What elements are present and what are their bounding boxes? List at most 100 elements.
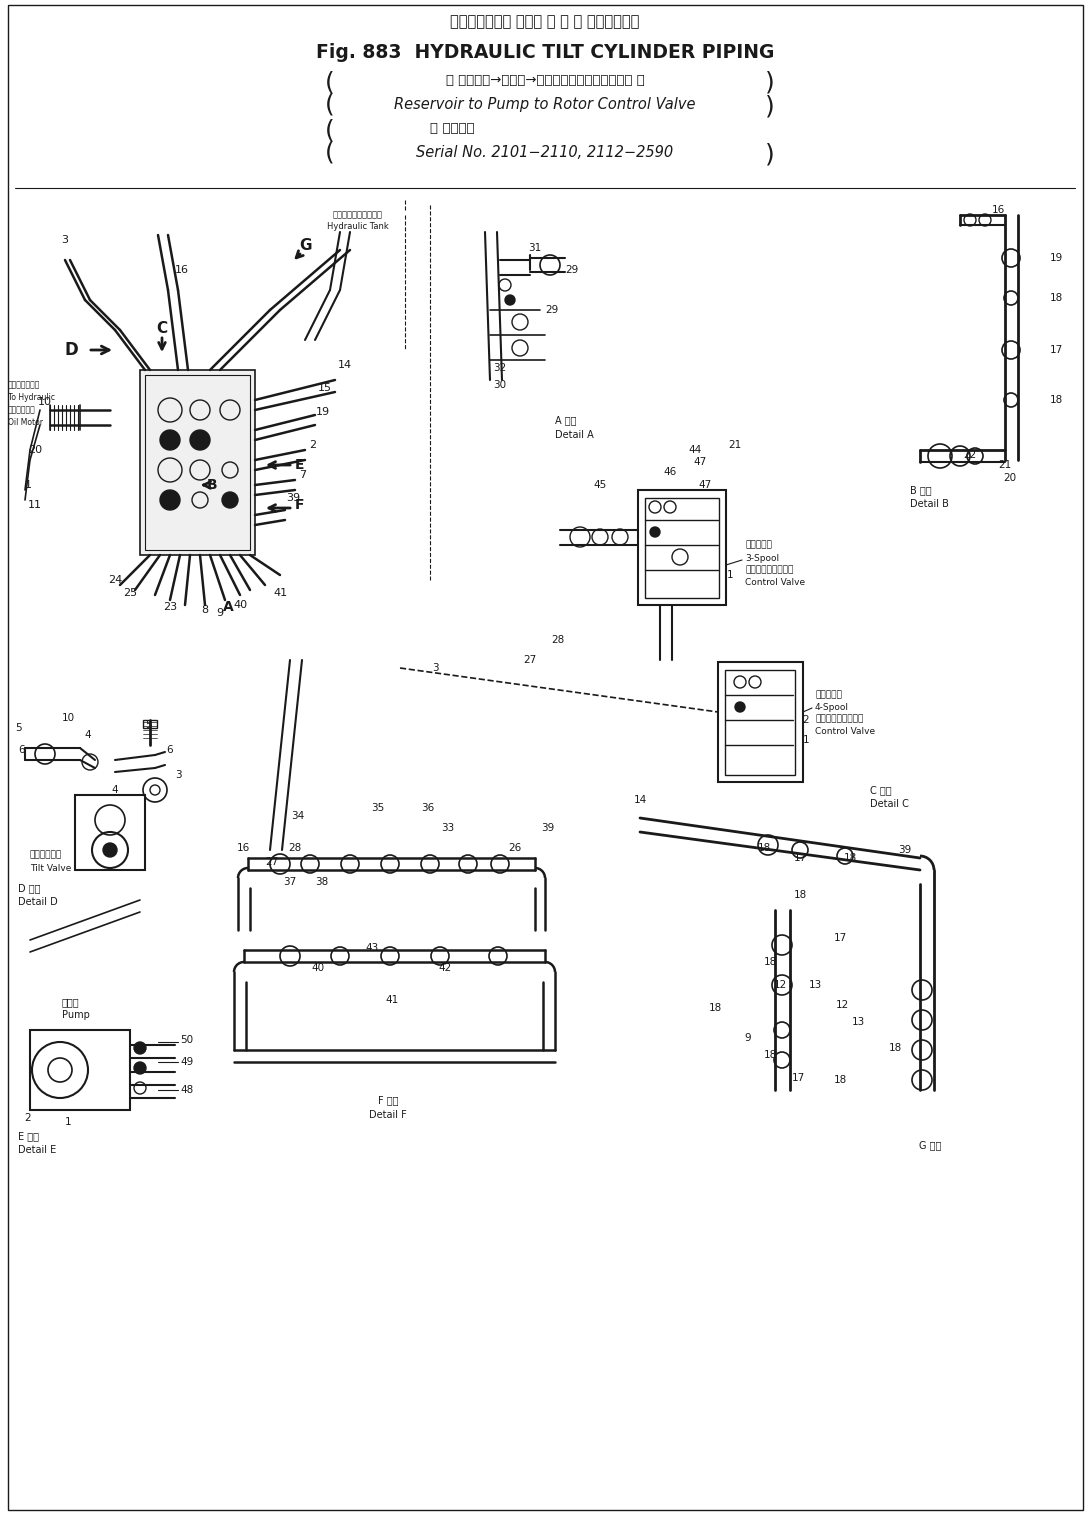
Text: F: F bbox=[295, 498, 305, 513]
Text: B 詳細: B 詳細 bbox=[910, 485, 932, 495]
Text: 16: 16 bbox=[237, 843, 250, 853]
Text: ３スプール: ３スプール bbox=[744, 540, 772, 549]
Text: ハイドロリック チルト シ リ ン ダパイピング: ハイドロリック チルト シ リ ン ダパイピング bbox=[450, 15, 640, 29]
Text: 9: 9 bbox=[217, 608, 223, 617]
Text: 10: 10 bbox=[38, 397, 52, 407]
Text: 18: 18 bbox=[1050, 293, 1063, 303]
Text: ハイドロリックタンク: ハイドロリックタンク bbox=[334, 211, 383, 220]
Text: 18: 18 bbox=[834, 1076, 847, 1085]
Text: A 詳細: A 詳細 bbox=[555, 416, 577, 425]
Text: 13: 13 bbox=[851, 1016, 864, 1027]
Bar bbox=[645, 498, 719, 598]
Text: ポンプ: ポンプ bbox=[62, 997, 80, 1007]
Text: 12: 12 bbox=[774, 980, 787, 991]
Text: オイルモータ: オイルモータ bbox=[8, 405, 36, 414]
Text: 20: 20 bbox=[1004, 473, 1017, 482]
Text: Hydraulic Tank: Hydraulic Tank bbox=[327, 221, 389, 231]
Text: 18: 18 bbox=[844, 853, 857, 863]
Text: 6: 6 bbox=[19, 745, 25, 755]
Text: Oil Motor: Oil Motor bbox=[8, 417, 43, 426]
Text: Detail E: Detail E bbox=[19, 1145, 57, 1154]
Text: G: G bbox=[299, 238, 312, 252]
Circle shape bbox=[505, 294, 514, 305]
Text: 28: 28 bbox=[552, 636, 565, 645]
Text: 44: 44 bbox=[689, 444, 702, 455]
Text: C: C bbox=[157, 320, 168, 335]
Text: 29: 29 bbox=[545, 305, 558, 316]
Bar bbox=[145, 375, 250, 551]
Text: 17: 17 bbox=[791, 1073, 804, 1083]
Text: 17: 17 bbox=[834, 933, 847, 944]
Text: Detail B: Detail B bbox=[910, 499, 949, 510]
Text: 13: 13 bbox=[809, 980, 822, 991]
Text: 2: 2 bbox=[25, 1113, 32, 1123]
Text: 16: 16 bbox=[175, 265, 189, 275]
Text: 16: 16 bbox=[992, 205, 1005, 215]
Text: 38: 38 bbox=[315, 877, 328, 887]
Text: Pump: Pump bbox=[62, 1010, 89, 1019]
Circle shape bbox=[134, 1042, 146, 1054]
Text: 11: 11 bbox=[28, 501, 43, 510]
Text: 47: 47 bbox=[693, 457, 706, 467]
Text: チルトバルブ: チルトバルブ bbox=[31, 851, 62, 860]
Text: 18: 18 bbox=[794, 890, 807, 900]
Text: Detail C: Detail C bbox=[870, 799, 909, 809]
Text: D: D bbox=[64, 341, 78, 360]
Text: 3-Spool: 3-Spool bbox=[744, 554, 779, 563]
Text: 4-Spool: 4-Spool bbox=[815, 702, 849, 711]
Text: 10: 10 bbox=[61, 713, 74, 724]
Text: 41: 41 bbox=[386, 995, 399, 1004]
Text: 49: 49 bbox=[180, 1057, 193, 1066]
Text: ): ) bbox=[765, 94, 775, 118]
Text: To Hydraulic: To Hydraulic bbox=[8, 393, 55, 402]
Text: 34: 34 bbox=[291, 812, 304, 821]
Text: 40: 40 bbox=[312, 963, 325, 972]
Text: 40: 40 bbox=[233, 601, 247, 610]
Text: 31: 31 bbox=[529, 243, 542, 253]
Bar bbox=[638, 490, 726, 605]
Text: 15: 15 bbox=[318, 382, 332, 393]
Text: 18: 18 bbox=[763, 1050, 776, 1060]
Text: 21: 21 bbox=[728, 440, 741, 451]
Text: F 詳細: F 詳細 bbox=[378, 1095, 398, 1104]
Circle shape bbox=[190, 429, 210, 451]
Text: 3: 3 bbox=[174, 771, 181, 780]
Text: 17: 17 bbox=[1050, 344, 1063, 355]
Text: 47: 47 bbox=[699, 479, 712, 490]
Text: 6: 6 bbox=[167, 745, 173, 755]
Text: A: A bbox=[222, 601, 233, 614]
Text: 39: 39 bbox=[898, 845, 911, 856]
Text: (: ( bbox=[325, 140, 335, 164]
Text: 27: 27 bbox=[265, 857, 279, 868]
Text: 32: 32 bbox=[494, 363, 507, 373]
Text: 25: 25 bbox=[123, 589, 137, 598]
Text: ４スプール: ４スプール bbox=[815, 690, 841, 699]
Circle shape bbox=[650, 526, 661, 537]
Bar bbox=[718, 661, 803, 781]
Text: 46: 46 bbox=[664, 467, 677, 476]
Text: 27: 27 bbox=[523, 655, 536, 664]
Text: 29: 29 bbox=[565, 265, 579, 275]
Text: 18: 18 bbox=[763, 957, 776, 966]
Text: 19: 19 bbox=[1050, 253, 1063, 262]
Text: ハイドロリック: ハイドロリック bbox=[8, 381, 40, 390]
Text: 9: 9 bbox=[744, 1033, 751, 1044]
Text: 24: 24 bbox=[108, 575, 122, 586]
Text: 12: 12 bbox=[835, 1000, 849, 1010]
Text: D 詳細: D 詳細 bbox=[19, 883, 40, 894]
Text: 48: 48 bbox=[180, 1085, 193, 1095]
Text: 2: 2 bbox=[802, 715, 809, 725]
Text: 4: 4 bbox=[111, 784, 119, 795]
Text: Detail D: Detail D bbox=[19, 897, 58, 907]
Circle shape bbox=[160, 490, 180, 510]
Text: 41: 41 bbox=[272, 589, 287, 598]
Bar bbox=[725, 671, 795, 775]
Text: 43: 43 bbox=[365, 944, 378, 953]
Text: 39: 39 bbox=[286, 493, 300, 504]
Text: 3: 3 bbox=[61, 235, 69, 246]
Text: 22: 22 bbox=[964, 451, 977, 460]
Text: 18: 18 bbox=[888, 1044, 901, 1053]
Circle shape bbox=[735, 702, 744, 711]
Text: 1: 1 bbox=[727, 570, 734, 579]
Text: 39: 39 bbox=[542, 824, 555, 833]
